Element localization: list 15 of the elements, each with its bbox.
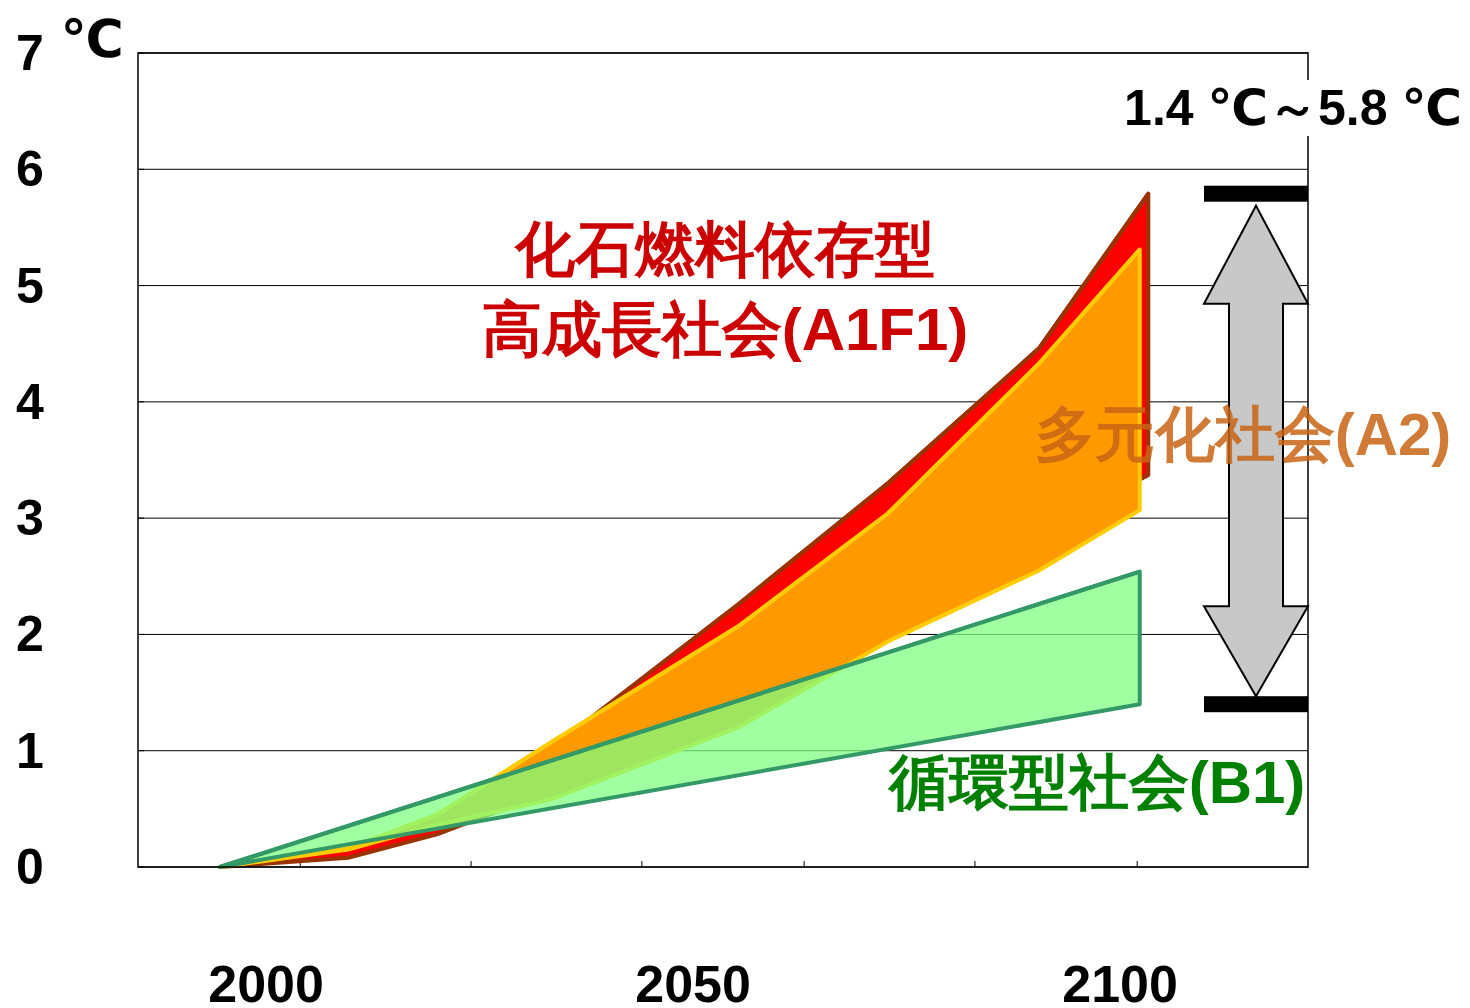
series-label: 化石燃料依存型高成長社会(A1F1) [481,216,969,363]
x-tick-label: 2100 [1062,955,1178,1008]
y-tick-label: 5 [16,257,44,314]
y-tick-label: 0 [16,839,44,895]
y-tick-label: 3 [16,490,44,547]
y-tick-label: 4 [16,373,45,430]
annotation: 1.4 ℃～5.8 ℃ [1124,80,1462,136]
x-tick-label: 2000 [208,955,324,1008]
y-axis-title: ℃ [60,10,124,68]
x-tick-label: 2050 [635,955,751,1008]
y-tick-label: 6 [16,141,44,198]
y-tick-label: 2 [16,606,44,663]
series-label: 循環型社会(B1) [886,749,1306,816]
y-tick-label: 1 [16,722,44,779]
y-tick-label: 7 [16,25,44,81]
